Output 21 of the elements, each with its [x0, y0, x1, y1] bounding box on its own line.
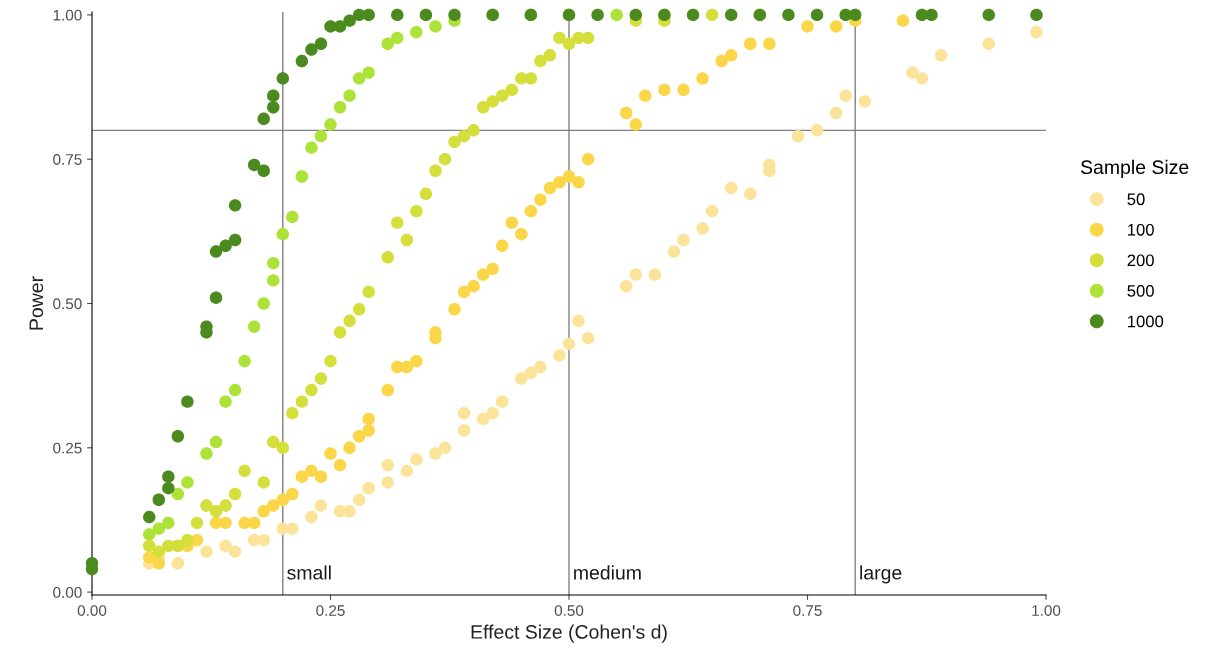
y-tick-label: 0.75 [53, 154, 82, 165]
legend-label: 200 [1127, 254, 1154, 267]
x-tick-label: 0.75 [793, 605, 822, 616]
ref-line-label: medium [574, 565, 641, 580]
legend-label: 500 [1127, 284, 1154, 297]
x-axis-title: Effect Size (Cohen's d) [471, 624, 667, 643]
y-tick-label: 0.00 [53, 586, 82, 598]
legend-label: 1000 [1128, 315, 1164, 328]
x-tick-label: 0.50 [554, 605, 584, 616]
legend-label: 50 [1127, 193, 1145, 206]
y-tick-label: 0.50 [53, 298, 82, 310]
y-axis-title: Power [29, 276, 44, 330]
legend-title: Sample Size [1080, 159, 1189, 178]
x-tick-label: 1.00 [1032, 605, 1061, 616]
legend-label: 100 [1128, 223, 1154, 236]
ref-line-label: small [287, 565, 331, 580]
ref-line-label: large [860, 565, 902, 584]
x-tick-label: 0.25 [316, 605, 345, 616]
x-tick-label: 0.00 [77, 605, 107, 616]
y-tick-label: 0.25 [53, 442, 82, 454]
y-tick-label: 1.00 [53, 9, 82, 21]
